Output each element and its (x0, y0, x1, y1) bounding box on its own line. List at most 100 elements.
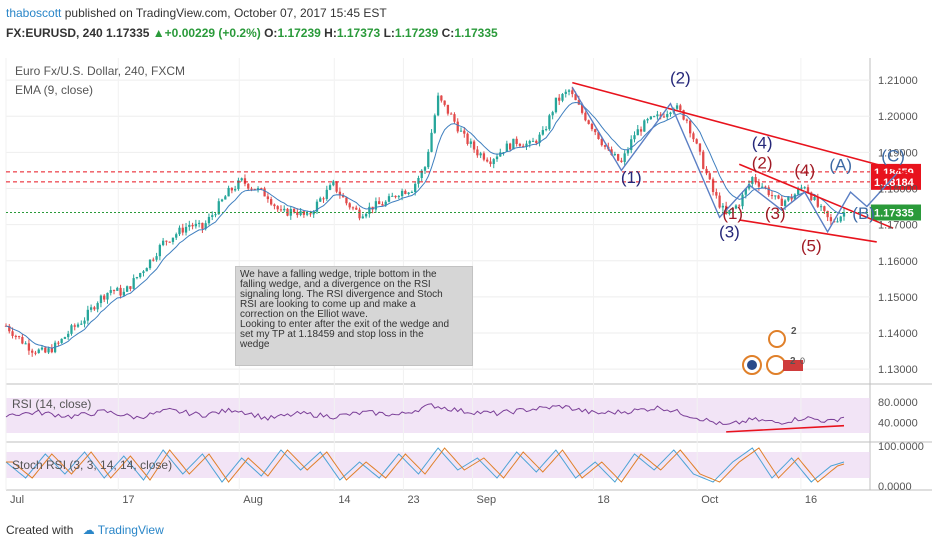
candle-body (423, 167, 427, 171)
author-link[interactable]: thaboscott (6, 6, 62, 20)
candle-body (777, 195, 780, 199)
candle-body (417, 177, 420, 184)
candle-body (106, 292, 109, 300)
candle-body (250, 188, 253, 190)
candle-body (741, 194, 744, 207)
x-tick-label: Aug (243, 494, 263, 506)
candle-body (535, 140, 538, 144)
candle-body (544, 129, 548, 131)
candle-body (666, 114, 669, 118)
candle-body (319, 198, 322, 202)
candle-body (328, 185, 332, 190)
rsi-band (6, 398, 870, 433)
candle-body (263, 188, 266, 197)
candle-body (580, 104, 584, 113)
candle-body (44, 347, 47, 353)
event-badge-count: 2 (791, 326, 797, 337)
candle-body (63, 337, 67, 339)
candle-body (368, 206, 371, 214)
candle-body (243, 178, 247, 184)
candle-body (489, 161, 492, 165)
candle-body (73, 325, 76, 327)
candle-body (253, 188, 256, 191)
candle-body (453, 114, 456, 122)
candle-body (744, 188, 747, 195)
event-badge-icon (768, 330, 786, 348)
candle-body (384, 201, 387, 206)
candle-body (394, 195, 397, 198)
candle-body (168, 241, 171, 243)
low-label: L: (383, 26, 395, 40)
candle-body (299, 211, 302, 216)
candle-body (767, 187, 770, 196)
candle-body (414, 183, 417, 192)
wave-label: (A) (829, 155, 852, 174)
candle-body (466, 133, 469, 144)
candle-body (342, 195, 345, 198)
event-badges: 2 2 0 (742, 326, 805, 375)
candle-body (662, 116, 666, 118)
ema-legend[interactable]: EMA (9, close) (15, 83, 94, 97)
candle-body (214, 214, 217, 216)
candle-body (283, 208, 286, 211)
candle-body (427, 151, 430, 168)
wave-labels: (2)(1)(4)(3)(2) (4)(1) (3)(5)(A)(B)(C) (621, 69, 905, 256)
candle-body (34, 352, 37, 354)
candle-body (306, 213, 309, 215)
candle-body (181, 227, 184, 233)
y-tick-label: 1.19000 (878, 147, 918, 159)
candle-body (711, 179, 715, 193)
candle-body (610, 149, 613, 156)
candle-body (810, 192, 813, 200)
candle-body (715, 192, 718, 196)
candle-body (669, 112, 672, 115)
candle-body (463, 130, 466, 134)
tradingview-link[interactable]: TradingView (97, 523, 164, 537)
candle-body (188, 224, 191, 227)
published-text: published on TradingView.com, October 07… (64, 6, 387, 20)
rsi-legend[interactable]: RSI (14, close) (12, 397, 92, 411)
candle-body (76, 324, 80, 327)
candle-body (315, 201, 319, 212)
candle-body (142, 271, 145, 274)
candle-body (83, 320, 86, 324)
y-tick-label: 1.18000 (878, 183, 918, 195)
candle-body (158, 245, 161, 257)
change-value: +0.00229 (+0.2%) (164, 26, 261, 40)
candle-body (93, 307, 96, 310)
candle-body (309, 213, 312, 215)
candle-body (836, 221, 839, 223)
candle-body (695, 139, 698, 144)
symbol-label: FX:EURUSD, 240 (6, 26, 103, 40)
candle-body (21, 337, 24, 344)
y-tick-label: 1.13000 (878, 364, 918, 376)
candle-body (459, 130, 463, 132)
candle-body (787, 196, 790, 201)
candle-body (436, 95, 440, 116)
candle-body (135, 277, 139, 279)
candle-body (512, 138, 515, 150)
candle-body (456, 121, 459, 132)
candle-body (630, 139, 633, 151)
candle-body (751, 177, 754, 184)
candle-body (31, 350, 34, 353)
candle-body (816, 196, 819, 207)
candle-body (620, 160, 623, 162)
stoch-legend[interactable]: Stoch RSI (3, 3, 14, 14, close) (12, 458, 173, 472)
candle-body (171, 237, 175, 242)
instrument-legend[interactable]: Euro Fx/U.S. Dollar, 240, FXCM (15, 64, 186, 78)
tradingview-logo-icon: ☁ (82, 523, 95, 537)
candle-body (420, 170, 423, 178)
candle-body (702, 151, 705, 169)
x-tick-label: 14 (338, 494, 350, 506)
candle-body (211, 215, 214, 217)
candle-body (191, 224, 194, 227)
wedge-inner-upper-line (738, 163, 894, 229)
y-tick-label: 1.14000 (878, 328, 918, 340)
wave-label: (1) (621, 168, 642, 187)
candle-body (522, 145, 525, 147)
candle-body (486, 159, 489, 162)
indicators: 80.0000 40.0000 100.0000 0.0000 (5, 397, 924, 493)
candle-body (656, 114, 659, 117)
